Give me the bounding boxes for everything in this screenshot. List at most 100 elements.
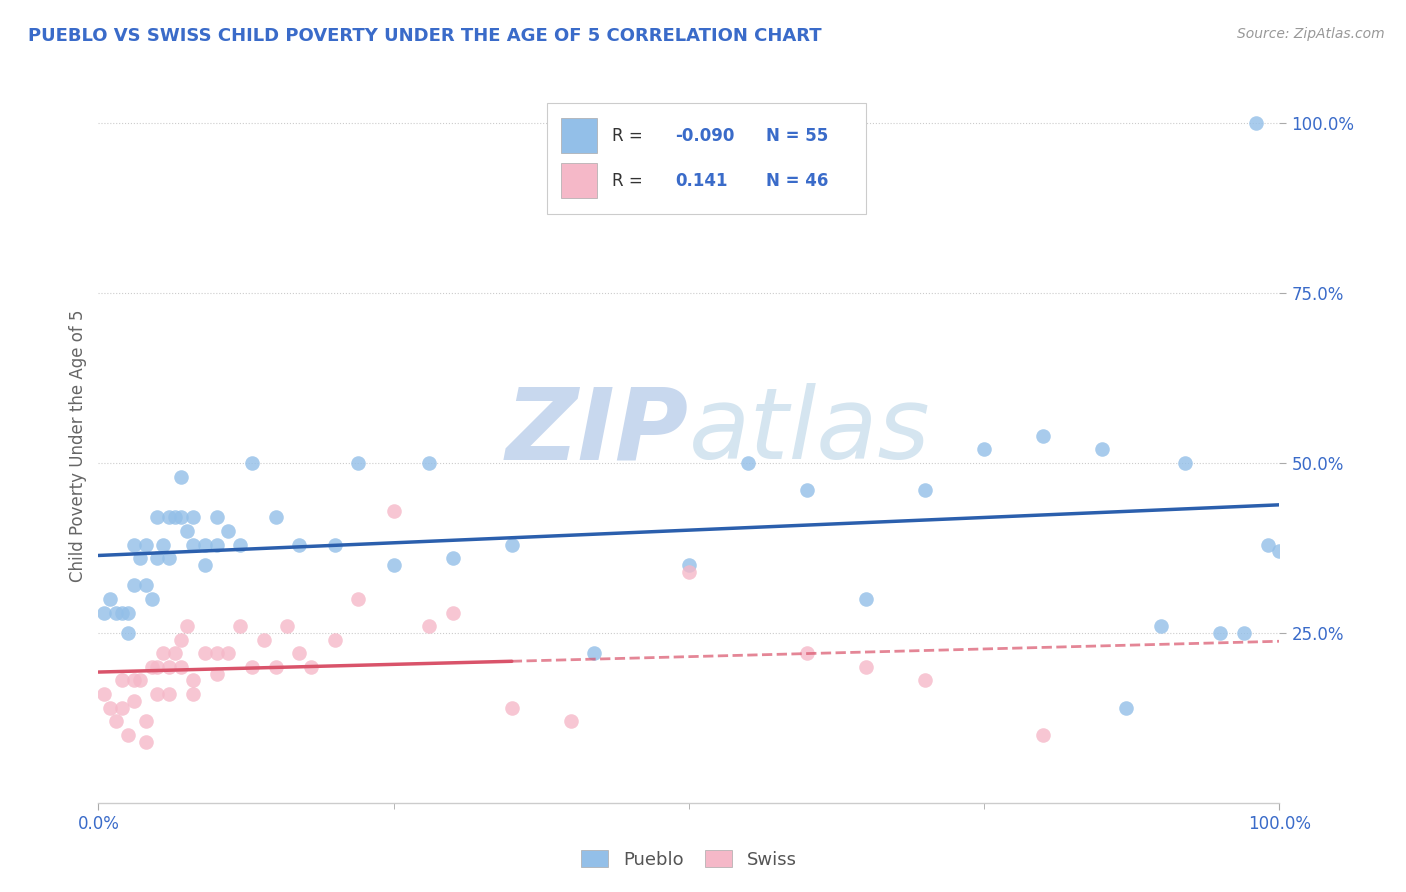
Point xyxy=(122,673,145,688)
Point xyxy=(181,510,204,524)
Point xyxy=(135,578,157,592)
Text: ZIP: ZIP xyxy=(506,384,689,480)
Text: -0.090: -0.090 xyxy=(675,127,734,145)
Point xyxy=(418,619,440,633)
Point xyxy=(288,646,311,660)
Text: R =: R = xyxy=(612,171,648,189)
Point xyxy=(796,646,818,660)
Point xyxy=(418,456,440,470)
Point xyxy=(382,503,405,517)
Bar xyxy=(561,163,596,198)
Point xyxy=(583,646,606,660)
Point xyxy=(205,537,228,551)
Point xyxy=(146,510,169,524)
Point xyxy=(170,510,193,524)
Point xyxy=(128,673,150,688)
Point xyxy=(98,700,121,714)
Point xyxy=(146,687,169,701)
Point xyxy=(347,456,370,470)
Point xyxy=(165,646,187,660)
Point xyxy=(288,537,311,551)
Bar xyxy=(561,119,596,153)
Point xyxy=(135,714,157,729)
Point xyxy=(146,551,169,566)
Point xyxy=(914,483,936,498)
Point xyxy=(181,537,204,551)
Point xyxy=(737,456,759,470)
Point xyxy=(299,660,322,674)
Point xyxy=(347,591,370,606)
Text: R =: R = xyxy=(612,127,648,145)
Point xyxy=(441,606,464,620)
Point xyxy=(117,626,139,640)
Point xyxy=(264,660,287,674)
Point xyxy=(117,606,139,620)
Point xyxy=(141,660,163,674)
Point xyxy=(98,591,121,606)
Point xyxy=(1032,429,1054,443)
Point xyxy=(157,687,180,701)
Point xyxy=(105,606,128,620)
Point xyxy=(678,565,700,579)
Point xyxy=(194,558,217,572)
Point xyxy=(441,551,464,566)
Point xyxy=(176,619,198,633)
Point xyxy=(1150,619,1173,633)
Point xyxy=(855,591,877,606)
Point xyxy=(141,591,163,606)
Point xyxy=(122,694,145,708)
Point xyxy=(122,578,145,592)
Point xyxy=(111,673,134,688)
Point xyxy=(1032,728,1054,742)
Point xyxy=(117,728,139,742)
Point xyxy=(253,632,276,647)
Point xyxy=(157,510,180,524)
Point xyxy=(205,666,228,681)
Point xyxy=(157,551,180,566)
Point xyxy=(152,646,174,660)
Text: Source: ZipAtlas.com: Source: ZipAtlas.com xyxy=(1237,27,1385,41)
Point xyxy=(796,483,818,498)
Y-axis label: Child Poverty Under the Age of 5: Child Poverty Under the Age of 5 xyxy=(69,310,87,582)
Point xyxy=(240,660,263,674)
Point xyxy=(382,558,405,572)
Text: atlas: atlas xyxy=(689,384,931,480)
Point xyxy=(181,687,204,701)
Point xyxy=(229,537,252,551)
Point xyxy=(111,606,134,620)
Point xyxy=(135,537,157,551)
Point xyxy=(1091,442,1114,457)
Point xyxy=(170,632,193,647)
Text: N = 55: N = 55 xyxy=(766,127,828,145)
FancyBboxPatch shape xyxy=(547,103,866,214)
Text: 0.141: 0.141 xyxy=(675,171,727,189)
Point xyxy=(93,687,115,701)
Point xyxy=(205,646,228,660)
Point xyxy=(170,660,193,674)
Point xyxy=(678,558,700,572)
Point xyxy=(165,510,187,524)
Text: PUEBLO VS SWISS CHILD POVERTY UNDER THE AGE OF 5 CORRELATION CHART: PUEBLO VS SWISS CHILD POVERTY UNDER THE … xyxy=(28,27,821,45)
Point xyxy=(1268,544,1291,558)
Point xyxy=(1115,700,1137,714)
Point xyxy=(194,646,217,660)
Point xyxy=(973,442,995,457)
Point xyxy=(93,606,115,620)
Point xyxy=(111,700,134,714)
Point xyxy=(122,537,145,551)
Point xyxy=(560,714,582,729)
Point xyxy=(205,510,228,524)
Point xyxy=(217,646,239,660)
Point xyxy=(128,551,150,566)
Point xyxy=(135,734,157,748)
Point xyxy=(157,660,180,674)
Point xyxy=(1209,626,1232,640)
Point xyxy=(152,537,174,551)
Point xyxy=(323,537,346,551)
Point xyxy=(1233,626,1256,640)
Point xyxy=(501,537,523,551)
Point xyxy=(105,714,128,729)
Legend: Pueblo, Swiss: Pueblo, Swiss xyxy=(574,843,804,876)
Point xyxy=(323,632,346,647)
Point xyxy=(170,469,193,483)
